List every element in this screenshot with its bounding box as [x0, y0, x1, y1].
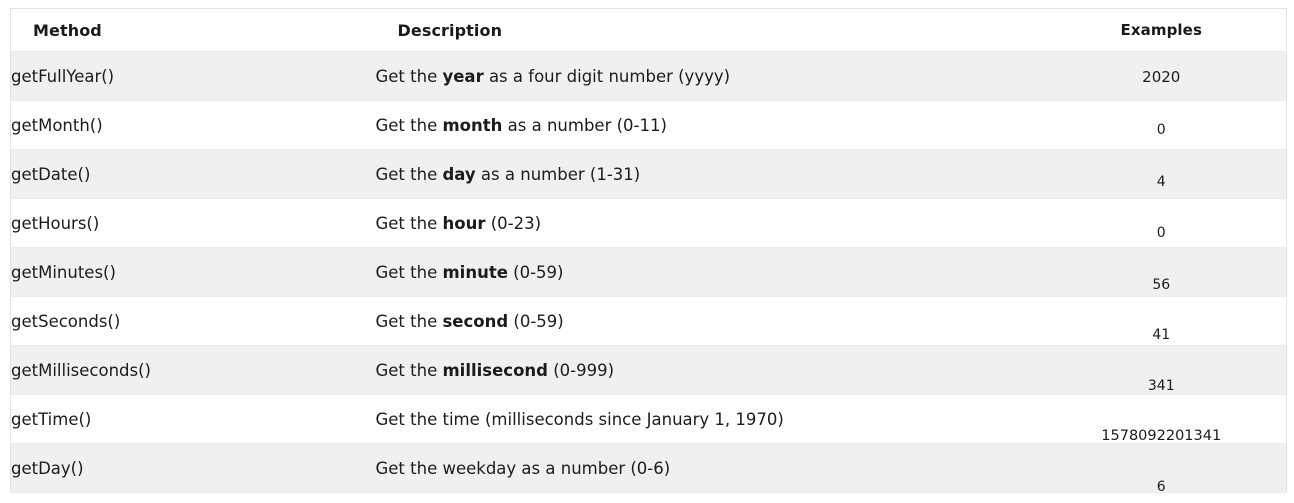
table-row: getDate() Get the day as a number (1-31) 4 [10, 149, 1287, 199]
cell-method: getDate() [10, 149, 376, 199]
description-keyword: month [442, 115, 503, 135]
description-keyword: minute [442, 262, 508, 282]
example-value: 4 [1156, 173, 1166, 190]
example-value: 6 [1156, 478, 1166, 495]
description-text-leading: Get the [375, 311, 443, 331]
cell-method: getFullYear() [10, 51, 376, 101]
table-row: getTime() Get the time (milliseconds sinc… [10, 394, 1287, 444]
column-header-description: Description [375, 8, 1037, 52]
description-text-trailing: (0-23) [485, 213, 542, 233]
cell-example: 2020 [1036, 51, 1287, 101]
cell-method: getTime() [10, 394, 376, 444]
example-value: 41 [1152, 326, 1171, 343]
cell-example: 4 [1036, 149, 1287, 199]
date-methods-table: Method Description Examples getFullYear(… [10, 8, 1287, 495]
cell-example: 341 [1036, 345, 1287, 395]
cell-description: Get the day as a number (1-31) [375, 149, 1037, 199]
column-header-examples: Examples [1036, 8, 1287, 52]
table-row: getMonth() Get the month as a number (0-1… [10, 100, 1287, 150]
description-text-leading: Get the [375, 66, 443, 86]
cell-description: Get the hour (0-23) [375, 198, 1037, 248]
cell-method: getHours() [10, 198, 376, 248]
example-value: 341 [1147, 377, 1175, 394]
table-row: getSeconds() Get the second (0-59) 41 [10, 296, 1287, 346]
description-text-leading: Get the [375, 213, 443, 233]
cell-example: 1578092201341 [1036, 394, 1287, 444]
description-text-leading: Get the time (milliseconds since January… [375, 409, 784, 429]
example-value: 0 [1156, 121, 1166, 138]
description-text-trailing: as a number (1-31) [475, 164, 641, 184]
description-keyword: hour [442, 213, 486, 233]
example-value: 2020 [1142, 67, 1181, 86]
description-text-trailing: as a number (0-11) [502, 115, 667, 135]
description-text-leading: Get the weekday as a number (0-6) [375, 458, 671, 478]
table-row: getFullYear() Get the year as a four digi… [10, 51, 1287, 101]
description-keyword: millisecond [442, 360, 548, 380]
example-value: 56 [1152, 276, 1171, 293]
cell-description: Get the time (milliseconds since January… [375, 394, 1037, 444]
table-row: getHours() Get the hour (0-23) 0 [10, 198, 1287, 248]
cell-method: getSeconds() [10, 296, 376, 346]
cell-method: getMinutes() [10, 247, 376, 297]
cell-description: Get the second (0-59) [375, 296, 1037, 346]
column-header-method: Method [10, 8, 376, 52]
description-text-leading: Get the [375, 164, 443, 184]
cell-example: 6 [1036, 443, 1287, 495]
description-keyword: day [442, 164, 476, 184]
description-text-trailing: as a four digit number (yyyy) [483, 66, 731, 86]
cell-example: 0 [1036, 100, 1287, 150]
cell-example: 0 [1036, 198, 1287, 248]
table-header-row: Method Description Examples [10, 8, 1287, 52]
table-row: getMinutes() Get the minute (0-59) 56 [10, 247, 1287, 297]
cell-description: Get the month as a number (0-11) [375, 100, 1037, 150]
cell-description: Get the year as a four digit number (yyy… [375, 51, 1037, 101]
cell-description: Get the weekday as a number (0-6) [375, 443, 1037, 493]
description-text-leading: Get the [375, 262, 443, 282]
table-row: getDay() Get the weekday as a number (0-6… [10, 443, 1287, 495]
example-value: 0 [1156, 224, 1166, 241]
cell-method: getMonth() [10, 100, 376, 150]
description-keyword: second [442, 311, 509, 331]
cell-example: 56 [1036, 247, 1287, 297]
description-text-trailing: (0-999) [548, 360, 615, 380]
cell-example: 41 [1036, 296, 1287, 346]
example-value: 1578092201341 [1101, 427, 1222, 444]
description-text-leading: Get the [375, 360, 443, 380]
table-row: getMilliseconds() Get the millisecond (0-… [10, 345, 1287, 395]
description-text-trailing: (0-59) [508, 311, 564, 331]
description-text-leading: Get the [375, 115, 443, 135]
cell-description: Get the millisecond (0-999) [375, 345, 1037, 395]
description-text-trailing: (0-59) [507, 262, 564, 282]
description-keyword: year [442, 66, 484, 86]
table-body: getFullYear() Get the year as a four digi… [10, 51, 1287, 495]
cell-description: Get the minute (0-59) [375, 247, 1037, 297]
date-methods-table-container: Method Description Examples getFullYear(… [10, 8, 1287, 495]
cell-method: getMilliseconds() [10, 345, 376, 395]
table-header: Method Description Examples [10, 8, 1287, 52]
cell-method: getDay() [10, 443, 376, 493]
